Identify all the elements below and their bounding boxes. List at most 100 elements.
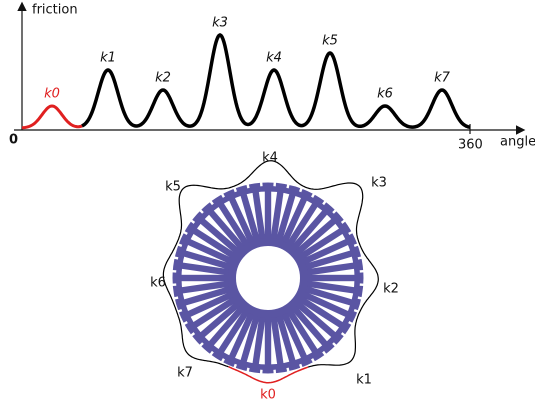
x-start: 0 <box>9 133 18 148</box>
profile-label: k7 <box>177 366 193 381</box>
profile-label: k5 <box>165 180 181 195</box>
notch <box>172 283 177 287</box>
spoke <box>308 274 363 282</box>
profile-label: k6 <box>150 276 166 291</box>
notch <box>332 342 337 347</box>
curve-k0 <box>21 104 83 130</box>
notch <box>177 243 183 247</box>
spoke <box>270 183 285 239</box>
spoke <box>238 185 260 241</box>
spoke <box>276 185 298 241</box>
notch <box>199 209 204 214</box>
notch <box>299 187 303 193</box>
peak-label: k7 <box>434 71 451 86</box>
spoke <box>307 261 363 276</box>
profile-label: k4 <box>262 151 278 166</box>
notch <box>183 321 188 326</box>
peak-label: k0 <box>44 87 60 102</box>
notch <box>359 269 364 273</box>
profile <box>162 160 379 368</box>
notch <box>173 256 179 260</box>
spoke <box>194 213 240 255</box>
notch <box>209 200 214 206</box>
spoke <box>299 296 350 333</box>
notch <box>332 209 337 214</box>
notch <box>190 219 196 224</box>
spoke <box>303 235 356 265</box>
notch <box>322 200 327 206</box>
spoke <box>194 301 240 343</box>
notch <box>177 309 183 313</box>
spoke <box>291 204 333 250</box>
spoke <box>186 223 237 260</box>
spoke <box>251 183 266 239</box>
notch <box>172 269 177 273</box>
spoke <box>281 313 311 366</box>
notch <box>246 367 250 373</box>
notch <box>209 350 214 356</box>
notch <box>311 193 316 198</box>
spoke <box>303 291 356 321</box>
polar-profile: k0 k1 k2 k3 k4 k5 k6 k7 <box>150 151 399 403</box>
notch <box>273 182 277 187</box>
spoke <box>270 317 285 373</box>
profile-k0 <box>228 366 309 384</box>
x-end: 360 <box>458 138 483 153</box>
spoke <box>173 261 229 276</box>
notch <box>311 358 316 363</box>
profile-label: k2 <box>383 282 399 297</box>
peak-label: k3 <box>212 16 228 31</box>
notch <box>220 193 225 198</box>
notch <box>183 230 188 235</box>
notch <box>190 332 196 337</box>
spoke <box>291 306 333 352</box>
spoke <box>225 313 255 366</box>
notch <box>199 342 204 347</box>
y-label: friction <box>32 3 78 18</box>
spoke <box>175 248 231 270</box>
spoke <box>296 301 342 343</box>
peak-label: k1 <box>100 51 116 66</box>
notch <box>348 321 353 326</box>
spoke <box>238 315 260 371</box>
peak-label: k6 <box>377 87 393 102</box>
spoke <box>281 190 311 243</box>
notch <box>233 187 237 193</box>
curve <box>81 33 471 130</box>
spoke <box>180 235 233 265</box>
notch <box>340 332 346 337</box>
notch <box>357 256 363 260</box>
spoke <box>213 196 250 247</box>
profile-label: k0 <box>260 388 276 403</box>
notch <box>353 243 359 247</box>
notch <box>273 369 277 374</box>
spoke <box>173 274 228 282</box>
notch <box>359 283 364 287</box>
notch <box>353 309 359 313</box>
notch <box>259 369 263 374</box>
notch <box>286 183 290 189</box>
spoke <box>203 204 245 250</box>
spoke <box>305 248 361 270</box>
notch <box>173 296 179 300</box>
spoke <box>213 309 250 360</box>
spoke <box>286 196 323 247</box>
spoke <box>180 291 233 321</box>
spoke <box>307 280 363 295</box>
peak-label: k4 <box>266 51 282 66</box>
spoke <box>225 190 255 243</box>
spoke <box>203 306 245 352</box>
x-label: angle <box>500 135 535 150</box>
notch <box>299 363 303 369</box>
profile-label: k3 <box>371 176 387 191</box>
notch <box>220 358 225 363</box>
spoke <box>264 183 272 238</box>
spoke <box>264 318 272 373</box>
notch <box>322 350 327 356</box>
notch <box>259 182 263 187</box>
spoke <box>276 315 298 371</box>
friction-graph: k0 k1 k2 k3 k4 k5 k6 k7 <box>21 16 471 130</box>
notch <box>348 230 353 235</box>
spoke <box>286 309 323 360</box>
